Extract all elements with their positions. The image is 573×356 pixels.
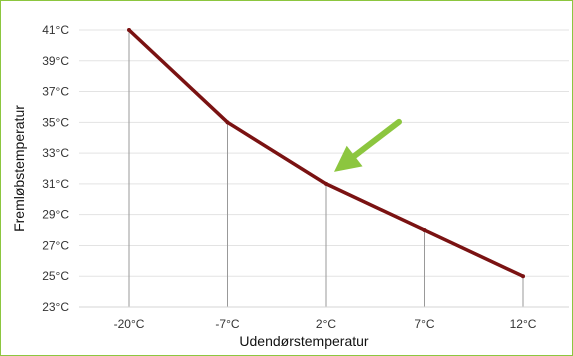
y-tick-label: 37°C	[42, 85, 69, 99]
y-axis-title: Fremløbstemperatur	[11, 105, 27, 232]
data-point	[521, 274, 525, 279]
x-tick-label: 7°C	[414, 317, 434, 331]
drop-lines	[128, 30, 524, 307]
data-point	[225, 120, 230, 125]
y-tick-label: 39°C	[42, 54, 69, 68]
y-tick-label: 33°C	[42, 146, 69, 160]
y-tick-label: 27°C	[42, 238, 69, 252]
x-tick-label: -20°C	[114, 317, 145, 331]
data-points	[127, 28, 525, 279]
x-tick-label: -7°C	[215, 317, 239, 331]
y-tick-label: 25°C	[42, 269, 69, 283]
y-tick-label: 23°C	[42, 300, 69, 314]
x-axis-title: Udendørstemperatur	[239, 333, 369, 349]
data-point	[324, 181, 328, 186]
y-axis-ticks: 23°C 25°C 27°C 29°C 31°C 33°C 35°C 37°C 39°C 41°C	[42, 23, 69, 314]
arrow-head	[334, 145, 363, 172]
grid-lines	[79, 29, 569, 277]
y-tick-label: 29°C	[42, 208, 69, 222]
x-tick-label: 2°C	[316, 317, 336, 331]
x-axis-ticks: -20°C -7°C 2°C 7°C 12°C	[114, 317, 537, 331]
y-tick-label: 35°C	[42, 115, 69, 129]
x-tick-label: 12°C	[510, 317, 537, 331]
y-tick-label: 31°C	[42, 177, 69, 191]
arrow-shaft	[345, 118, 402, 164]
data-point	[422, 228, 427, 233]
annotation-arrow	[334, 118, 402, 172]
y-tick-label: 41°C	[42, 23, 69, 37]
data-point	[127, 28, 131, 32]
